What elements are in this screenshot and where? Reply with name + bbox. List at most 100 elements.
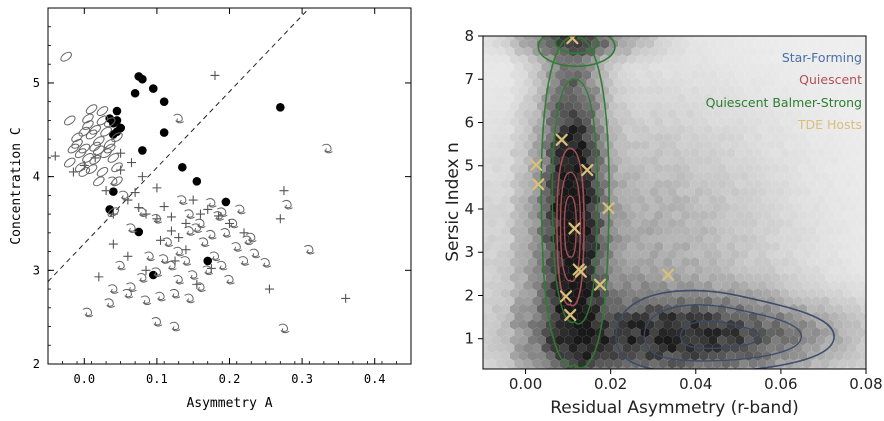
hexbin-cell — [843, 194, 853, 205]
hexbin-cell — [694, 186, 704, 198]
hexbin-cell — [757, 108, 767, 120]
hexbin-cell — [780, 366, 790, 369]
hexbin-cell — [609, 101, 619, 112]
hexbin-cell — [744, 69, 754, 81]
hexbin-cell — [523, 296, 533, 307]
y-tick-label: 1 — [464, 330, 474, 348]
hexbin-cell — [775, 62, 785, 73]
hexbin-cell — [856, 342, 866, 354]
hexbin-cell — [717, 179, 727, 190]
hexbin-cell — [622, 155, 632, 166]
hexbin-cell — [654, 366, 664, 369]
hexbin-cell — [690, 54, 700, 65]
hexbin-cell — [649, 186, 659, 198]
hexbin-cell — [789, 210, 799, 221]
hexbin-cell — [496, 311, 506, 322]
hexbin-cell — [694, 93, 704, 104]
hexbin-cell — [640, 108, 650, 120]
hexbin-cell — [676, 140, 686, 151]
hexbin-cell — [847, 77, 857, 88]
hexbin-cell — [735, 210, 745, 221]
hexbin-cell — [663, 335, 673, 346]
hexbin-cell — [483, 335, 492, 346]
hexbin-cell — [645, 163, 655, 174]
hexbin-cell — [838, 62, 848, 73]
hexbin-cell — [510, 163, 519, 174]
hexbin-cell — [514, 77, 524, 88]
hexbin-cell — [492, 101, 501, 112]
hexbin-cell — [609, 116, 619, 127]
hexbin-cell — [676, 202, 686, 213]
hexbin-cell — [843, 101, 853, 112]
hexbin-cell — [532, 296, 542, 307]
tde-host-marker — [564, 308, 577, 322]
hexbin-cell — [690, 147, 700, 159]
hexbin-cell — [613, 358, 623, 369]
hexbin-cell — [667, 233, 677, 244]
hexbin-cell — [492, 179, 501, 190]
hexbin-cell — [654, 179, 664, 190]
hexbin-cell — [829, 93, 839, 104]
hexbin-cell — [622, 233, 632, 244]
hexbin-cell — [492, 210, 501, 221]
hexbin-cell — [730, 171, 740, 182]
hexbin-cell — [784, 296, 794, 307]
hexbin-cell — [739, 358, 749, 369]
hexbin-cell — [672, 69, 682, 81]
hexbin-cell — [492, 69, 501, 81]
hexbin-cell — [528, 257, 537, 268]
hexbin-cell — [663, 101, 673, 112]
hexbin-cell — [766, 46, 776, 57]
hexbin-cell — [676, 264, 686, 276]
hexbin-cell — [564, 257, 574, 268]
hexbin-cell — [550, 46, 560, 57]
hexbin-cell — [789, 241, 799, 252]
tde-host-marker — [662, 268, 675, 281]
x-tick-label: 0.1 — [146, 372, 168, 386]
hexbin-cell — [654, 335, 664, 346]
hexbin-cell — [505, 171, 515, 182]
hexbin-cell — [762, 194, 772, 205]
hexbin-cell — [861, 288, 866, 299]
hexbin-cell — [690, 241, 700, 252]
hexbin-cell — [798, 257, 808, 268]
hexbin-cell — [672, 179, 682, 190]
hexbin-cell — [735, 241, 745, 252]
hexbin-cell — [852, 116, 862, 127]
hexbin-cell — [816, 101, 826, 112]
hexbin-cell — [514, 155, 524, 166]
hexbin-cell — [487, 36, 497, 42]
hexbin-cell — [636, 225, 646, 237]
tde-host-markers — [530, 36, 675, 322]
hexbin-cell — [730, 342, 740, 354]
point-filled-circle — [138, 146, 147, 155]
hexbin-cell — [784, 327, 794, 338]
hexbin-cell — [649, 202, 659, 213]
hexbin-cell — [514, 186, 524, 198]
hexbin-cell — [586, 249, 596, 260]
hexbin-cell — [636, 210, 646, 221]
hexbin-cell — [667, 202, 677, 213]
hexbin-cell — [856, 202, 866, 213]
hexbin-cell — [618, 85, 628, 96]
hexbin-cell — [861, 132, 866, 143]
hexbin-cell — [690, 303, 700, 315]
hexbin-cell — [748, 93, 758, 104]
point-spiral — [173, 274, 184, 285]
hexbin-cell — [807, 241, 817, 252]
hexbin-cell — [667, 280, 677, 291]
hexbin-cell — [667, 155, 677, 166]
hexbin-cell — [847, 140, 857, 151]
hexbin-cell — [622, 311, 632, 322]
hexbin-cell — [649, 249, 659, 260]
hexbin-cell — [847, 124, 857, 135]
hexbin-cell — [510, 116, 519, 127]
hexbin-cell — [829, 155, 839, 166]
hexbin-cell — [753, 101, 763, 112]
hexbin-cell — [820, 171, 830, 182]
hexbin-cell — [532, 124, 542, 135]
point-ellipse — [60, 51, 72, 62]
hexbin-cell — [708, 163, 718, 174]
hexbin-cell — [771, 272, 781, 283]
point-plus — [181, 245, 191, 255]
